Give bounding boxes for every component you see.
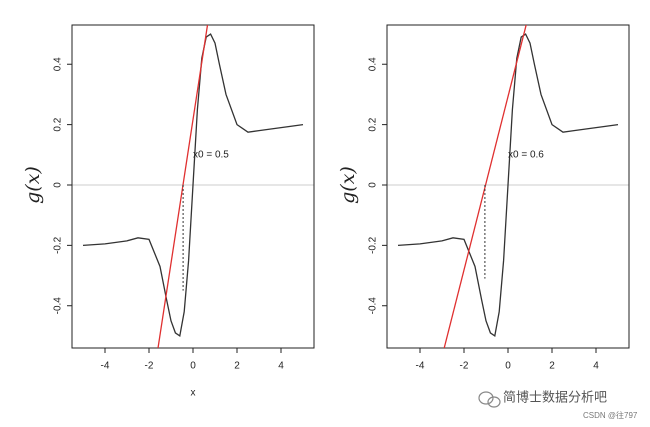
y-tick-label: -0.2 — [53, 236, 64, 254]
y-axis-label: g(x) — [22, 166, 44, 204]
y-tick-label: 0 — [53, 182, 64, 188]
x-tick-label: -4 — [101, 361, 110, 372]
x-tick-label: 2 — [549, 361, 555, 372]
y-tick-label: 0.2 — [368, 117, 379, 131]
watermark-brand: 简博士数据分析吧 — [503, 389, 607, 404]
x-tick-label: -2 — [460, 361, 469, 372]
x-tick-label: 4 — [593, 361, 599, 372]
wechat-icon — [478, 391, 501, 408]
x-tick-label: 4 — [278, 361, 284, 372]
x-tick-label: -4 — [416, 361, 425, 372]
x-tick-label: -2 — [145, 361, 154, 372]
watermark-credit: CSDN @往797 — [583, 410, 638, 420]
x-tick-label: 2 — [234, 361, 240, 372]
x-tick-label: 0 — [190, 361, 196, 372]
series-line — [82, 33, 304, 338]
series-line — [397, 33, 619, 338]
y-tick-label: 0.2 — [53, 117, 64, 131]
series-line — [443, 25, 527, 348]
y-axis-label: g(x) — [337, 166, 359, 204]
y-tick-label: -0.2 — [368, 236, 379, 254]
x-axis-label: x — [191, 388, 196, 399]
x-tick-label: 0 — [505, 361, 511, 372]
y-tick-label: -0.4 — [53, 297, 64, 315]
annotation: x0 = 0.6 — [508, 149, 544, 160]
y-tick-label: 0 — [368, 182, 379, 188]
annotation: x0 = 0.5 — [193, 149, 229, 160]
y-tick-label: -0.4 — [368, 297, 379, 315]
y-tick-label: 0.4 — [368, 57, 379, 71]
y-tick-label: 0.4 — [53, 57, 64, 71]
